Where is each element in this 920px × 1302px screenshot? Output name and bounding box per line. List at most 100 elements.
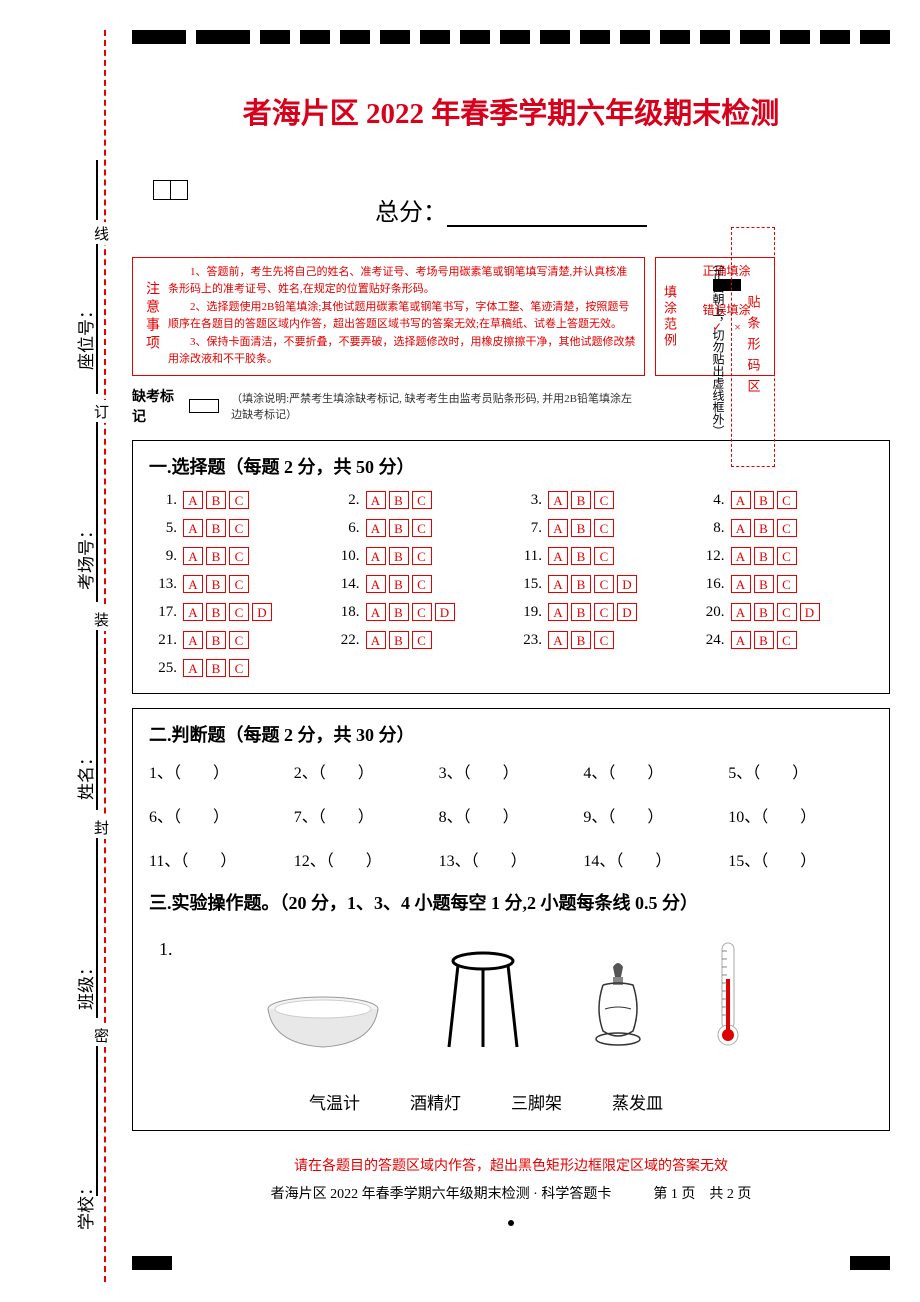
- mc-option[interactable]: B: [571, 491, 591, 509]
- mc-option[interactable]: A: [183, 603, 203, 621]
- mc-option[interactable]: C: [777, 547, 797, 565]
- mc-option[interactable]: A: [366, 603, 386, 621]
- mc-option[interactable]: C: [412, 519, 432, 537]
- mc-option[interactable]: A: [366, 575, 386, 593]
- tf-question[interactable]: 2、（ ）: [294, 759, 439, 783]
- mc-option[interactable]: C: [229, 631, 249, 649]
- mc-option[interactable]: A: [548, 547, 568, 565]
- mc-question: 25.ABC: [149, 659, 326, 677]
- mc-option[interactable]: C: [777, 603, 797, 621]
- mc-option[interactable]: C: [777, 491, 797, 509]
- mc-option[interactable]: B: [389, 491, 409, 509]
- mc-option[interactable]: B: [754, 603, 774, 621]
- mc-option[interactable]: A: [366, 491, 386, 509]
- tf-question[interactable]: 8、（ ）: [439, 803, 584, 827]
- mc-question: 5.ABC: [149, 519, 326, 537]
- mc-option[interactable]: C: [412, 603, 432, 621]
- tf-question[interactable]: 9、（ ）: [583, 803, 728, 827]
- mc-option[interactable]: B: [206, 519, 226, 537]
- mc-option[interactable]: B: [389, 519, 409, 537]
- mc-option[interactable]: B: [206, 547, 226, 565]
- mc-option[interactable]: B: [754, 575, 774, 593]
- mc-option[interactable]: C: [412, 491, 432, 509]
- mc-option[interactable]: D: [252, 603, 272, 621]
- mc-option[interactable]: A: [548, 603, 568, 621]
- mc-option[interactable]: A: [183, 631, 203, 649]
- mc-option[interactable]: A: [548, 575, 568, 593]
- mc-option[interactable]: B: [206, 491, 226, 509]
- mc-option[interactable]: A: [183, 547, 203, 565]
- mc-option[interactable]: D: [800, 603, 820, 621]
- mc-option[interactable]: B: [571, 603, 591, 621]
- mc-option[interactable]: B: [571, 547, 591, 565]
- mc-option[interactable]: A: [548, 631, 568, 649]
- mc-option[interactable]: B: [206, 659, 226, 677]
- mc-option[interactable]: D: [617, 603, 637, 621]
- mc-option[interactable]: C: [229, 547, 249, 565]
- tf-question[interactable]: 10、（ ）: [728, 803, 873, 827]
- school-label: 学校：: [72, 1119, 97, 1230]
- mc-option[interactable]: C: [412, 575, 432, 593]
- mc-option[interactable]: C: [777, 631, 797, 649]
- mc-option[interactable]: A: [731, 491, 751, 509]
- tf-question[interactable]: 14、（ ）: [583, 847, 728, 871]
- mc-option[interactable]: A: [731, 519, 751, 537]
- mc-option[interactable]: A: [183, 519, 203, 537]
- mc-option[interactable]: A: [731, 547, 751, 565]
- tf-question[interactable]: 15、（ ）: [728, 847, 873, 871]
- mc-option[interactable]: A: [183, 575, 203, 593]
- mc-option[interactable]: A: [366, 631, 386, 649]
- mc-option[interactable]: B: [206, 603, 226, 621]
- mc-option[interactable]: C: [594, 491, 614, 509]
- mc-option[interactable]: B: [754, 631, 774, 649]
- mc-option[interactable]: A: [183, 659, 203, 677]
- mc-option[interactable]: B: [206, 575, 226, 593]
- mc-option[interactable]: C: [777, 575, 797, 593]
- mc-option[interactable]: A: [731, 575, 751, 593]
- mc-option[interactable]: C: [412, 547, 432, 565]
- mc-option[interactable]: B: [389, 575, 409, 593]
- mc-option[interactable]: C: [777, 519, 797, 537]
- mc-option[interactable]: D: [617, 575, 637, 593]
- absent-checkbox[interactable]: [189, 399, 219, 413]
- mc-option[interactable]: C: [229, 519, 249, 537]
- mc-option[interactable]: B: [754, 519, 774, 537]
- mc-option[interactable]: C: [412, 631, 432, 649]
- mc-option[interactable]: A: [548, 491, 568, 509]
- tf-question[interactable]: 12、（ ）: [294, 847, 439, 871]
- mc-option[interactable]: B: [571, 631, 591, 649]
- tf-question[interactable]: 5、（ ）: [728, 759, 873, 783]
- mc-option[interactable]: C: [594, 575, 614, 593]
- mc-option[interactable]: A: [548, 519, 568, 537]
- mc-option[interactable]: A: [731, 631, 751, 649]
- mc-option[interactable]: C: [594, 631, 614, 649]
- tf-question[interactable]: 13、（ ）: [439, 847, 584, 871]
- mc-option[interactable]: C: [229, 603, 249, 621]
- mc-option[interactable]: C: [594, 547, 614, 565]
- mc-option[interactable]: C: [229, 575, 249, 593]
- mc-option[interactable]: B: [571, 575, 591, 593]
- tf-question[interactable]: 4、（ ）: [583, 759, 728, 783]
- mc-option[interactable]: B: [389, 603, 409, 621]
- mc-option[interactable]: B: [389, 631, 409, 649]
- tf-question[interactable]: 1、（ ）: [149, 759, 294, 783]
- mc-option[interactable]: B: [754, 491, 774, 509]
- notice-line: 3、保持卡面清洁，不要折叠，不要弄破，选择题修改时，用橡皮擦擦干净，其他试题修改…: [168, 334, 636, 367]
- mc-option[interactable]: C: [229, 491, 249, 509]
- tf-question[interactable]: 6、（ ）: [149, 803, 294, 827]
- tf-question[interactable]: 11、（ ）: [149, 847, 294, 871]
- mc-option[interactable]: B: [206, 631, 226, 649]
- mc-option[interactable]: D: [435, 603, 455, 621]
- mc-option[interactable]: C: [229, 659, 249, 677]
- mc-option[interactable]: B: [389, 547, 409, 565]
- tf-question[interactable]: 7、（ ）: [294, 803, 439, 827]
- mc-option[interactable]: B: [571, 519, 591, 537]
- mc-option[interactable]: B: [754, 547, 774, 565]
- mc-option[interactable]: A: [366, 547, 386, 565]
- mc-option[interactable]: C: [594, 603, 614, 621]
- mc-option[interactable]: A: [366, 519, 386, 537]
- tf-question[interactable]: 3、（ ）: [439, 759, 584, 783]
- mc-option[interactable]: A: [731, 603, 751, 621]
- mc-option[interactable]: C: [594, 519, 614, 537]
- mc-option[interactable]: A: [183, 491, 203, 509]
